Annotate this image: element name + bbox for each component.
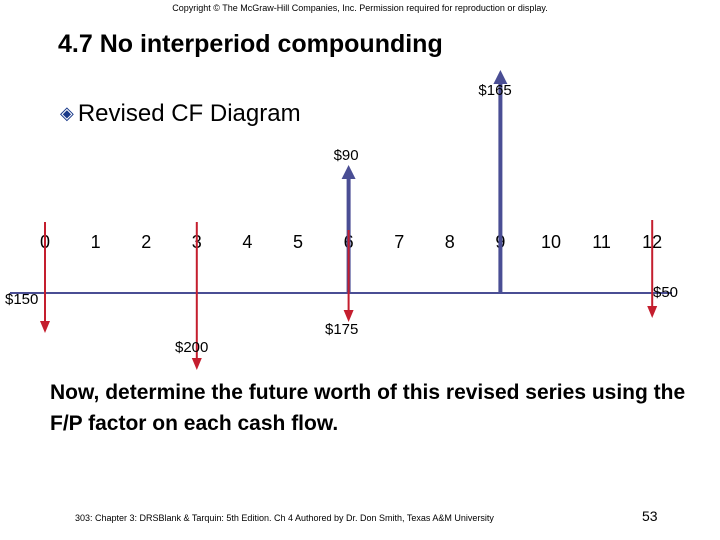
bullet-text: Revised CF Diagram	[77, 100, 301, 127]
arrow-head-icon	[647, 306, 658, 318]
footer-text: 303: Chapter 3: DRSBlank & Tarquin: 5th …	[75, 513, 494, 523]
period-label: 4	[242, 232, 252, 252]
cash-flow-label: $175	[325, 321, 358, 338]
bullet-item: ◈ Revised CF Diagram	[60, 100, 301, 128]
cash-flow-label: $90	[334, 147, 359, 164]
period-label: 11	[592, 232, 611, 252]
period-label: 7	[394, 232, 404, 252]
period-label: 1	[91, 232, 101, 252]
arrow-head-icon	[343, 310, 354, 322]
cash-flow-label: $150	[5, 291, 38, 308]
period-label: 2	[141, 232, 151, 252]
period-label: 10	[541, 232, 561, 252]
period-label: 5	[293, 232, 303, 252]
copyright-notice: Copyright © The McGraw-Hill Companies, I…	[172, 3, 548, 13]
cash-flow-label: $165	[478, 82, 511, 99]
arrow-head-icon	[341, 165, 356, 179]
cash-flow-label: $50	[653, 284, 678, 301]
cash-flow-label: $200	[175, 339, 208, 356]
period-label: 8	[445, 232, 455, 252]
arrow-head-icon	[40, 321, 50, 333]
arrow-head-icon	[191, 358, 202, 370]
diamond-bullet-icon: ◈	[60, 103, 74, 123]
page-number: 53	[642, 508, 658, 524]
arrow-head-icon	[493, 70, 508, 84]
slide-title: 4.7 No interperiod compounding	[58, 30, 443, 58]
instruction-text: Now, determine the future worth of this …	[50, 381, 686, 435]
